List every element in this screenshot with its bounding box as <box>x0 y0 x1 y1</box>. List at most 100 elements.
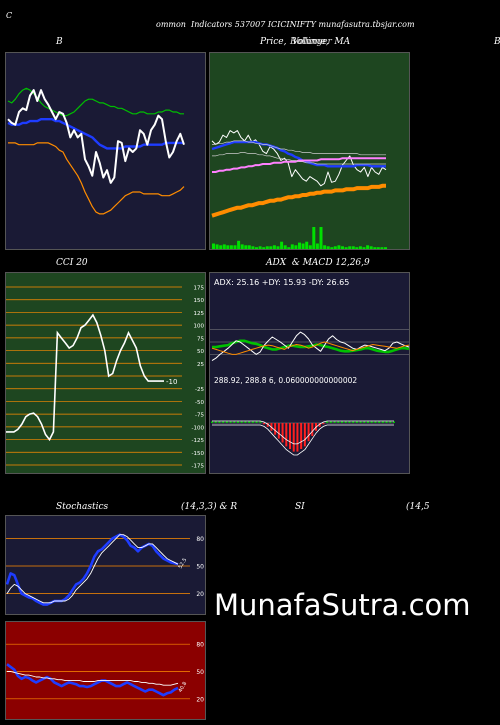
price-series-band_upper <box>212 140 386 156</box>
cci-tick-label: -100 <box>192 425 205 431</box>
cci-tick-label: 75 <box>197 336 204 342</box>
watermark: MunafaSutra.com <box>214 588 471 622</box>
cci-tick-label: -150 <box>192 451 205 457</box>
rsi-params: (14,5 <box>406 502 430 512</box>
price-series-price <box>211 130 387 187</box>
cci-tick-label: 125 <box>194 311 205 317</box>
volume-bar <box>276 246 280 249</box>
volume-bar <box>333 246 337 249</box>
rsi-background <box>6 622 205 719</box>
stoch-tick-label: 50 <box>196 564 204 571</box>
bb-panel <box>5 52 206 250</box>
volume-bar <box>319 227 323 249</box>
edge-title: B <box>494 37 500 47</box>
volume-bar <box>287 247 291 249</box>
volume-bar <box>315 243 319 249</box>
volume-bar <box>251 246 255 249</box>
volume-bar <box>226 245 230 249</box>
volume-bar <box>290 244 294 249</box>
volume-bar <box>358 246 362 249</box>
volume-bar <box>380 247 384 249</box>
volume-bar <box>265 246 269 249</box>
volume-bar <box>212 243 215 249</box>
stoch-panel: 80 50 20 52.5 <box>5 515 206 615</box>
volume-bar <box>255 247 258 249</box>
volume-bar <box>262 247 266 249</box>
volume-bar <box>219 245 223 249</box>
bb-series-price <box>7 89 185 184</box>
price-title: Price, Volume, MA <box>260 37 351 47</box>
volume-bar <box>237 240 241 249</box>
bb-series-middle <box>7 117 184 150</box>
cci-background <box>6 273 205 473</box>
cci-tick-label: 50 <box>197 349 204 355</box>
bb-series-upper <box>7 87 184 117</box>
rsi-tick-label: 20 <box>196 696 204 703</box>
rsi-series-rsi <box>6 663 179 697</box>
volume-bar <box>240 244 244 249</box>
volume-bar <box>280 241 284 249</box>
bb-series-lower <box>8 142 185 215</box>
adx-series-minus_di <box>211 341 409 355</box>
bb-title: B <box>56 37 63 47</box>
volume-bar <box>362 247 366 249</box>
volume-bar <box>305 241 309 249</box>
volume-bar <box>337 245 341 249</box>
stoch-tick-label: 80 <box>196 536 204 543</box>
price-title-overlap: Bollinger <box>290 37 332 47</box>
cci-tick-label: -25 <box>195 387 204 393</box>
volume-bar <box>330 247 334 249</box>
stoch-last-label: 52.5 <box>178 557 189 570</box>
volume-bar <box>369 246 373 249</box>
adx-label: ADX: 25.16 +DY: 15.93 -DY: 26.65 <box>214 278 349 287</box>
volume-bar <box>258 246 262 249</box>
volume-bar <box>355 247 359 249</box>
volume-bar <box>373 247 377 249</box>
volume-bar <box>283 245 287 249</box>
cci-tick-label: -175 <box>192 464 205 470</box>
volume-bar <box>298 242 301 249</box>
volume-bar <box>272 245 276 249</box>
volume-bar <box>308 245 312 249</box>
stoch-series-d <box>6 534 179 604</box>
stoch-title: Stochastics <box>56 502 109 512</box>
rsi-tick-label: 50 <box>196 669 204 676</box>
adx-panel: ADX: 25.16 +DY: 15.93 -DY: 26.65 288.92, … <box>209 272 410 474</box>
volume-bar <box>323 245 327 249</box>
page-header: C ommon Indicators 537007 ICICINIFTY mun… <box>0 2 500 29</box>
volume-bar <box>344 247 348 249</box>
cci-title: CCI 20 <box>56 258 88 268</box>
volume-bar <box>222 244 226 249</box>
rsi-tick-label: 80 <box>196 642 204 649</box>
cci-tick-label: -75 <box>195 413 204 419</box>
macd-signal-line <box>212 420 394 445</box>
price-panel <box>209 52 410 250</box>
macd-label: 288.92, 288.8 6, 0.060000000000002 <box>214 376 357 385</box>
stoch-tick-label: 20 <box>196 591 204 598</box>
adx-series-adx <box>212 339 409 354</box>
adx-series-plus_di <box>211 331 409 362</box>
cci-last-label: -10 <box>166 378 177 386</box>
stoch-params: (14,3,3) & R <box>181 502 238 512</box>
rsi-title: SI <box>295 502 305 512</box>
cci-tick-label: 25 <box>197 362 204 368</box>
cci-tick-label: 150 <box>194 298 205 304</box>
cci-tick-label: -50 <box>195 400 204 406</box>
volume-bar <box>244 245 248 249</box>
cci-line <box>6 313 164 442</box>
volume-bar <box>366 245 370 249</box>
volume-bar <box>269 246 273 249</box>
adx-background <box>210 273 409 473</box>
volume-bar <box>233 245 237 249</box>
volume-bar <box>294 245 298 249</box>
price-background <box>210 53 409 249</box>
price-series-ma_mid <box>212 157 386 173</box>
price-series-ma_fast <box>211 140 386 168</box>
macd-line <box>212 424 394 456</box>
rsi-panel: 80 50 20 40.8 <box>5 621 206 720</box>
stoch-background <box>6 516 205 614</box>
volume-bar <box>301 243 305 249</box>
price-series-band_lower <box>212 152 386 165</box>
volume-bar <box>312 227 316 249</box>
volume-bar <box>229 245 233 249</box>
